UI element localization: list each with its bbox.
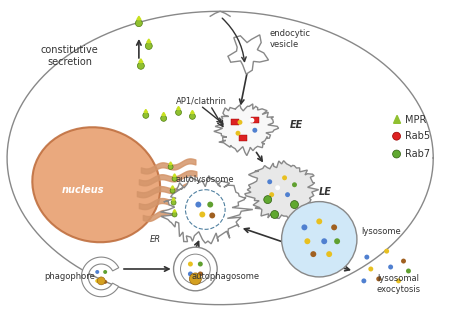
Circle shape (173, 247, 217, 291)
Text: AP1/clathrin: AP1/clathrin (175, 96, 227, 105)
Polygon shape (147, 39, 151, 43)
Circle shape (365, 254, 369, 259)
Circle shape (237, 120, 243, 125)
Polygon shape (245, 161, 319, 222)
Circle shape (326, 251, 332, 257)
Circle shape (316, 218, 322, 224)
Polygon shape (82, 257, 119, 297)
Polygon shape (171, 186, 174, 188)
Text: ER: ER (150, 235, 161, 244)
Text: Rab7: Rab7 (405, 149, 430, 159)
Polygon shape (173, 209, 176, 212)
Circle shape (282, 175, 287, 180)
Circle shape (195, 202, 201, 208)
Circle shape (172, 212, 177, 217)
Polygon shape (160, 176, 253, 244)
Circle shape (95, 279, 99, 283)
Circle shape (321, 238, 327, 244)
Circle shape (361, 278, 366, 283)
Text: EE: EE (290, 120, 303, 130)
Circle shape (146, 43, 152, 49)
Circle shape (304, 238, 310, 244)
Circle shape (249, 118, 255, 123)
Circle shape (161, 115, 167, 121)
Polygon shape (228, 35, 268, 74)
Polygon shape (177, 106, 180, 110)
Circle shape (143, 112, 149, 118)
Polygon shape (162, 112, 165, 115)
Text: MPR: MPR (405, 115, 427, 125)
Text: Rab5: Rab5 (405, 131, 430, 141)
Circle shape (376, 276, 381, 281)
Circle shape (269, 192, 274, 197)
Text: phagophore: phagophore (44, 272, 95, 281)
Circle shape (95, 270, 99, 274)
Polygon shape (144, 110, 147, 112)
Text: autolysosome: autolysosome (176, 175, 235, 184)
Circle shape (170, 188, 175, 193)
Circle shape (190, 113, 195, 119)
Circle shape (401, 259, 406, 264)
Ellipse shape (32, 127, 160, 242)
Circle shape (168, 164, 173, 169)
Circle shape (275, 185, 280, 190)
Polygon shape (172, 198, 175, 200)
Circle shape (200, 212, 205, 218)
Text: LE: LE (319, 187, 332, 197)
Bar (231, 119, 239, 125)
Circle shape (252, 128, 257, 133)
Polygon shape (173, 174, 176, 176)
Circle shape (171, 200, 176, 205)
Circle shape (292, 182, 297, 187)
Circle shape (188, 271, 193, 276)
Circle shape (406, 269, 411, 274)
Circle shape (310, 251, 316, 257)
Circle shape (188, 262, 193, 266)
Circle shape (282, 202, 357, 277)
Text: lysosomal
exocytosis: lysosomal exocytosis (376, 274, 420, 294)
Circle shape (396, 278, 401, 283)
Circle shape (97, 277, 105, 285)
Circle shape (137, 62, 144, 69)
Circle shape (264, 196, 272, 203)
Text: autophagosome: autophagosome (191, 272, 259, 281)
Circle shape (368, 266, 374, 271)
Circle shape (285, 192, 290, 197)
Circle shape (236, 131, 240, 136)
Polygon shape (169, 162, 172, 164)
Circle shape (392, 150, 401, 158)
Polygon shape (393, 115, 401, 123)
Circle shape (331, 224, 337, 230)
Circle shape (175, 110, 182, 115)
Circle shape (103, 280, 107, 284)
Polygon shape (191, 110, 194, 113)
Bar (251, 117, 259, 123)
Circle shape (209, 213, 215, 218)
Text: constitutive
secretion: constitutive secretion (41, 45, 99, 67)
Polygon shape (139, 59, 143, 62)
Text: endocytic
vesicle: endocytic vesicle (270, 29, 311, 49)
Circle shape (271, 211, 279, 218)
Bar (239, 135, 247, 141)
Polygon shape (214, 104, 279, 156)
Circle shape (384, 249, 389, 254)
Circle shape (198, 262, 203, 266)
Circle shape (291, 201, 299, 208)
Text: lysosome: lysosome (361, 227, 401, 236)
Circle shape (301, 224, 307, 230)
Circle shape (388, 264, 393, 269)
Circle shape (198, 271, 203, 276)
Circle shape (392, 132, 401, 140)
Circle shape (207, 202, 213, 208)
Circle shape (103, 270, 107, 274)
Text: nucleus: nucleus (62, 185, 105, 195)
Circle shape (190, 273, 201, 285)
Circle shape (172, 176, 177, 181)
Circle shape (136, 20, 142, 27)
Circle shape (334, 238, 340, 244)
Polygon shape (137, 16, 141, 20)
Circle shape (267, 179, 272, 184)
